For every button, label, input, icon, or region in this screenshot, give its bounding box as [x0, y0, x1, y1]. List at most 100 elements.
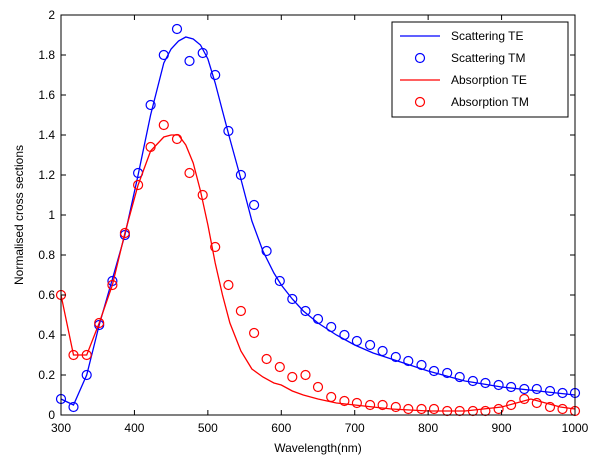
- data-point-absorption-tm: [94, 317, 105, 329]
- data-point-absorption-tm: [300, 369, 311, 381]
- data-point-absorption-tm: [68, 349, 79, 361]
- legend-items: Scattering TE Scattering TM Absorption TE A…: [400, 29, 529, 109]
- y-tick-label: 1.6: [38, 88, 55, 102]
- data-point-scattering-tm: [493, 379, 504, 391]
- data-point-absorption-tm: [519, 393, 530, 405]
- data-point-absorption-tm: [274, 361, 285, 373]
- data-point-scattering-tm: [531, 383, 542, 395]
- data-point-scattering-tm: [223, 125, 234, 137]
- legend-label: Absorption TM: [451, 95, 529, 109]
- legend-box: [391, 21, 569, 118]
- data-point-scattering-tm: [351, 335, 362, 347]
- data-point-scattering-tm: [454, 371, 465, 383]
- legend-item-absorption-te: Absorption TE: [400, 73, 527, 87]
- legend-item-scattering-te: Scattering TE: [400, 29, 523, 43]
- legend-label: Scattering TE: [451, 29, 523, 43]
- y-tick-label: 0.2: [38, 368, 55, 382]
- x-tick-label: 800: [418, 421, 438, 435]
- y-tick-label: 1.4: [38, 128, 55, 142]
- y-tick-label: 1: [48, 208, 55, 222]
- data-point-scattering-tm: [544, 385, 556, 397]
- series-line-absorption-te: [60, 134, 576, 412]
- data-point-absorption-tm: [365, 399, 376, 411]
- data-point-absorption-tm: [351, 397, 362, 409]
- legend-item-absorption-tm: Absorption TM: [414, 95, 529, 109]
- data-point-absorption-tm: [133, 179, 144, 191]
- data-point-absorption-tm: [339, 395, 350, 407]
- data-point-scattering-tm: [416, 359, 427, 371]
- data-point-absorption-tm: [506, 399, 517, 411]
- x-axis-ticks: 300 400 500 600 700 800 900 1000: [51, 15, 589, 435]
- data-point-absorption-tm: [531, 397, 542, 409]
- legend-label: Scattering TM: [451, 51, 525, 65]
- data-point-absorption-tm: [557, 403, 568, 415]
- legend: Scattering TE Scattering TM Absorption TE A…: [391, 21, 569, 118]
- data-point-absorption-tm: [223, 279, 234, 291]
- data-point-scattering-tm: [506, 381, 517, 393]
- data-point-scattering-tm: [274, 275, 285, 287]
- data-point-absorption-tm: [235, 305, 246, 317]
- data-point-scattering-tm: [68, 401, 79, 413]
- series-layer: [55, 23, 581, 417]
- y-tick-label: 0.6: [38, 288, 55, 302]
- data-point-scattering-tm: [184, 55, 195, 67]
- data-point-scattering-tm: [287, 293, 298, 305]
- data-point-scattering-tm: [210, 69, 221, 81]
- y-tick-label: 2: [48, 8, 55, 22]
- data-point-scattering-tm: [480, 377, 491, 389]
- data-point-absorption-tm: [158, 119, 169, 131]
- data-point-absorption-tm: [107, 279, 118, 291]
- data-point-absorption-tm: [119, 227, 131, 239]
- y-tick-label: 1.8: [38, 48, 55, 62]
- y-tick-label: 0: [48, 408, 55, 422]
- data-point-absorption-tm: [544, 401, 556, 413]
- data-point-scattering-tm: [261, 245, 272, 257]
- y-tick-label: 0.8: [38, 248, 55, 262]
- data-point-scattering-tm: [467, 375, 478, 387]
- legend-label: Absorption TE: [451, 73, 527, 87]
- legend-item-scattering-tm: Scattering TM: [414, 51, 525, 65]
- data-point-absorption-tm: [210, 241, 221, 253]
- data-point-scattering-tm: [557, 387, 568, 399]
- data-point-scattering-tm: [249, 199, 260, 211]
- x-tick-label: 300: [51, 421, 71, 435]
- data-point-scattering-tm: [365, 339, 376, 351]
- y-axis-ticks: 0 0.2 0.4 0.6 0.8 1 1.2 1.4 1.6 1.8 2: [38, 8, 575, 422]
- data-point-scattering-tm: [235, 169, 246, 181]
- data-point-absorption-tm: [428, 403, 440, 415]
- x-tick-label: 600: [271, 421, 291, 435]
- data-point-scattering-tm: [442, 367, 453, 379]
- y-tick-label: 1.2: [38, 168, 55, 182]
- x-tick-label: 700: [345, 421, 365, 435]
- data-point-absorption-tm: [416, 403, 427, 415]
- x-tick-label: 1000: [562, 421, 589, 435]
- x-axis-label: Wavelength(nm): [274, 441, 362, 455]
- data-point-scattering-tm: [158, 49, 169, 61]
- data-point-absorption-tm: [390, 401, 401, 413]
- data-point-absorption-tm: [249, 327, 260, 339]
- legend-swatch: [414, 96, 426, 108]
- data-point-absorption-tm: [377, 399, 388, 411]
- x-tick-label: 400: [124, 421, 144, 435]
- data-point-scattering-tm: [197, 47, 208, 59]
- x-tick-label: 500: [198, 421, 218, 435]
- legend-swatch: [414, 52, 426, 64]
- x-tick-label: 900: [492, 421, 512, 435]
- data-point-scattering-tm: [81, 369, 92, 381]
- y-axis-label: Normalised cross sections: [12, 145, 26, 285]
- series-markers-absorption-tm: [55, 119, 581, 417]
- data-point-scattering-tm: [339, 329, 350, 341]
- data-point-absorption-tm: [493, 403, 504, 415]
- data-point-scattering-tm: [390, 351, 401, 363]
- data-point-absorption-tm: [287, 371, 298, 383]
- series-line-scattering-te: [60, 36, 576, 406]
- data-point-absorption-tm: [171, 133, 183, 145]
- data-point-absorption-tm: [184, 167, 195, 179]
- data-point-absorption-tm: [81, 349, 92, 361]
- data-point-scattering-tm: [519, 383, 530, 395]
- data-point-absorption-tm: [261, 353, 272, 365]
- data-point-absorption-tm: [326, 391, 337, 403]
- y-tick-label: 0.4: [38, 328, 55, 342]
- data-point-absorption-tm: [197, 189, 208, 201]
